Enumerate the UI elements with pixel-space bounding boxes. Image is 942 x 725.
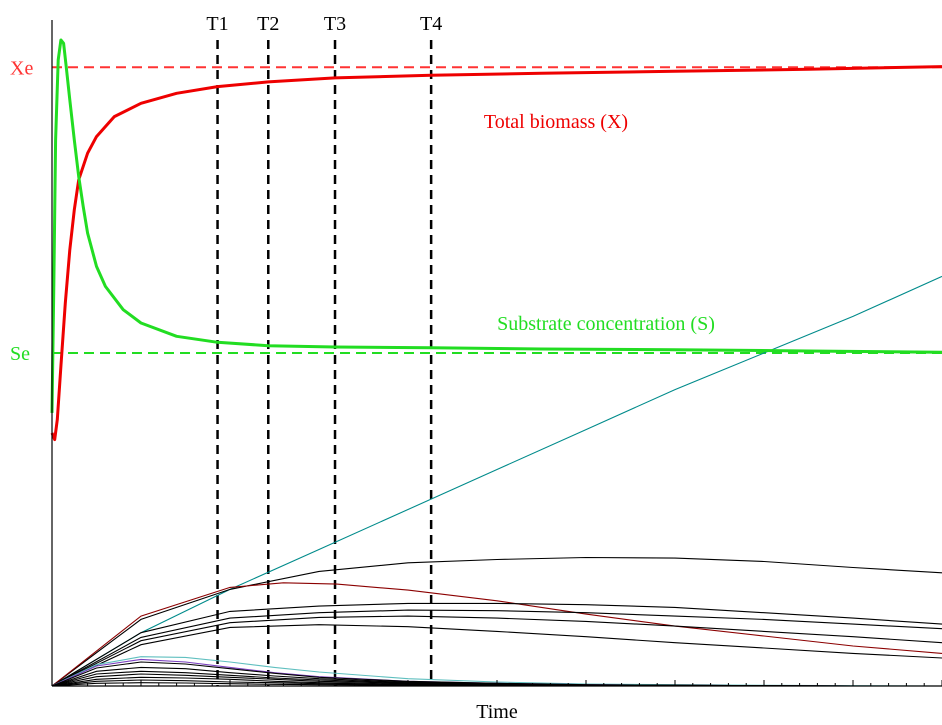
species-line <box>51 582 942 687</box>
main-series-line <box>50 65 942 442</box>
species-line <box>51 602 942 687</box>
species-line <box>51 624 942 687</box>
time-marker-label: T3 <box>324 13 346 35</box>
x-axis-label: Time <box>476 701 518 723</box>
species-line <box>51 275 942 687</box>
series-annotation: Total biomass (X) <box>484 111 628 133</box>
main-series-line <box>50 38 942 413</box>
reference-lines <box>52 66 942 354</box>
reference-line-label: Se <box>10 343 30 365</box>
reference-line-label: Xe <box>10 57 33 79</box>
species-line <box>51 615 942 687</box>
species-line <box>51 609 942 687</box>
time-marker-label: T4 <box>420 13 442 35</box>
time-marker-label: T2 <box>257 13 279 35</box>
axes <box>51 20 942 687</box>
main-series <box>50 38 942 442</box>
text-labels: Time T1 T2 T3 T4 Xe Se Total biomass (X) Substr… <box>10 13 715 723</box>
time-marker-label: T1 <box>206 13 228 35</box>
species-line <box>51 556 942 687</box>
series-annotation: Substrate concentration (S) <box>497 313 715 335</box>
time-markers <box>216 40 433 686</box>
